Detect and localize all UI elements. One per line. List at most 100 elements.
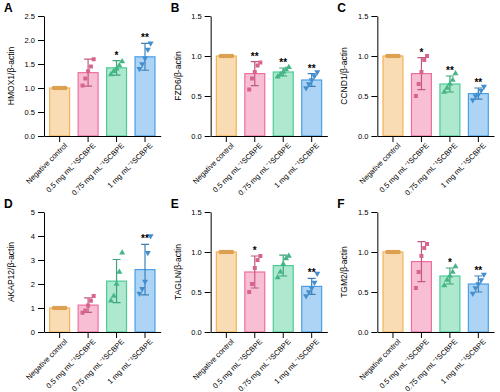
y-axis-title: CCND1/β-actin [339, 47, 349, 105]
y-tick-mark [38, 112, 44, 113]
y-tick-label: 1.5 [25, 60, 35, 69]
x-axis-line [378, 332, 495, 333]
data-point [142, 280, 148, 285]
y-tick: 1.5 [358, 208, 377, 217]
data-point [89, 64, 93, 68]
data-point [108, 297, 114, 302]
y-tick-label: 1 [31, 304, 35, 313]
y-tick-label: 0.0 [25, 132, 35, 141]
x-tick-label: 1 mg mL⁻¹SCBPE [439, 337, 488, 386]
x-tick-mark [145, 136, 146, 142]
x-axis: Negative control0.5 mg mL⁻¹SCBPE0.75 mg … [191, 332, 328, 392]
x-axis-line [45, 332, 162, 333]
y-axis-line [44, 17, 45, 137]
y-tick-mark [205, 332, 211, 333]
data-point [63, 306, 68, 311]
error-bar [251, 256, 259, 288]
y-tick: 0.0 [25, 132, 44, 141]
x-axis: Negative control0.5 mg mL⁻¹SCBPE0.75 mg … [191, 136, 328, 197]
bar [468, 94, 488, 136]
y-tick-mark [38, 136, 44, 137]
x-tick-mark [421, 136, 422, 142]
x-tick-label: 0.75 mg mL⁻¹SCBPE [236, 337, 292, 392]
bar [216, 56, 236, 136]
panel-label: F [337, 197, 344, 211]
significance: ** [251, 51, 259, 62]
y-tick: 2.5 [25, 12, 44, 21]
plot: 0.00.51.01.5Negative control0.5 mg mL⁻¹S… [339, 12, 494, 197]
data-point [83, 308, 87, 312]
x-tick-label: 0.75 mg mL⁻¹SCBPE [403, 337, 459, 392]
y-axis: 0.00.51.01.5 [191, 12, 211, 141]
data-point [306, 82, 312, 87]
plot: 0.00.51.01.5Negative control0.5 mg mL⁻¹S… [173, 12, 328, 197]
y-tick-mark [371, 56, 377, 57]
data-point [425, 54, 429, 58]
y-tick-mark [38, 16, 44, 17]
x-axis: Negative control0.5 mg mL⁻¹SCBPE0.75 mg … [24, 332, 161, 392]
y-tick: 1.5 [358, 12, 377, 21]
x-tick-mark [116, 332, 117, 338]
data-point [256, 258, 260, 262]
data-point [230, 54, 235, 59]
y-tick-mark [371, 16, 377, 17]
panel-label: D [4, 197, 13, 211]
y-tick: 1.5 [191, 208, 210, 217]
x-tick-label: 1 mg mL⁻¹SCBPE [439, 141, 488, 190]
error-cap [446, 283, 454, 284]
y-tick-mark [205, 96, 211, 97]
y-tick-label: 2 [31, 280, 35, 289]
y-axis: 0.00.51.01.5 [358, 12, 378, 141]
y-tick-label: 1.5 [191, 12, 201, 21]
x-tick-mark [59, 332, 60, 338]
x-tick-label: 1 mg mL⁻¹SCBPE [106, 141, 155, 190]
data-point [417, 82, 421, 86]
bar [107, 68, 127, 136]
data-point [419, 70, 423, 74]
data-point [116, 268, 122, 273]
bar [216, 252, 236, 332]
data-point [253, 70, 257, 74]
y-axis-line [377, 17, 378, 137]
data-point [311, 74, 317, 79]
y-axis: 0.00.51.01.52.02.5 [25, 12, 45, 141]
data-point [309, 78, 315, 83]
bar [273, 266, 293, 332]
panel: A0.00.51.01.52.02.5Negative control0.5 m… [4, 1, 161, 197]
data-point [470, 98, 476, 103]
data-point [119, 249, 125, 254]
plot: 0.00.51.01.5Negative control0.5 mg mL⁻¹S… [173, 208, 328, 392]
x-tick: 0.75 mg mL⁻¹SCBPE [236, 332, 292, 392]
data-point [114, 280, 120, 285]
data-point [92, 294, 96, 298]
y-axis-title: TGM2/β-actin [339, 246, 349, 298]
y-tick-mark [38, 332, 44, 333]
data-point [473, 286, 479, 291]
data-point [139, 287, 145, 292]
x-tick-label: 0.75 mg mL⁻¹SCBPE [70, 141, 126, 197]
x-tick-label: 0.5 mg mL⁻¹SCBPE [211, 337, 264, 390]
data-point [139, 62, 145, 67]
marks [50, 234, 155, 332]
y-tick-label: 0.5 [191, 92, 201, 101]
error-bar [84, 59, 92, 86]
y-tick: 0.5 [358, 288, 377, 297]
y-tick: 1.0 [358, 52, 377, 61]
error-cap [417, 241, 425, 242]
error-cap [113, 74, 121, 75]
y-axis: 012345 [31, 208, 45, 337]
x-tick: 0.5 mg mL⁻¹SCBPE [378, 136, 431, 194]
data-point [441, 282, 447, 287]
y-tick-label: 1.0 [358, 52, 368, 61]
x-tick: 0.75 mg mL⁻¹SCBPE [70, 332, 126, 392]
y-tick-label: 1.0 [25, 84, 35, 93]
data-point [250, 76, 254, 80]
y-tick: 0.5 [191, 92, 210, 101]
y-tick-mark [205, 252, 211, 253]
data-point [280, 260, 286, 265]
error-cap [417, 281, 425, 282]
panel: D012345Negative control0.5 mg mL⁻¹SCBPE0… [4, 197, 161, 392]
error-cap [84, 59, 92, 60]
error-bar [251, 62, 259, 86]
y-tick-label: 1.0 [191, 52, 201, 61]
